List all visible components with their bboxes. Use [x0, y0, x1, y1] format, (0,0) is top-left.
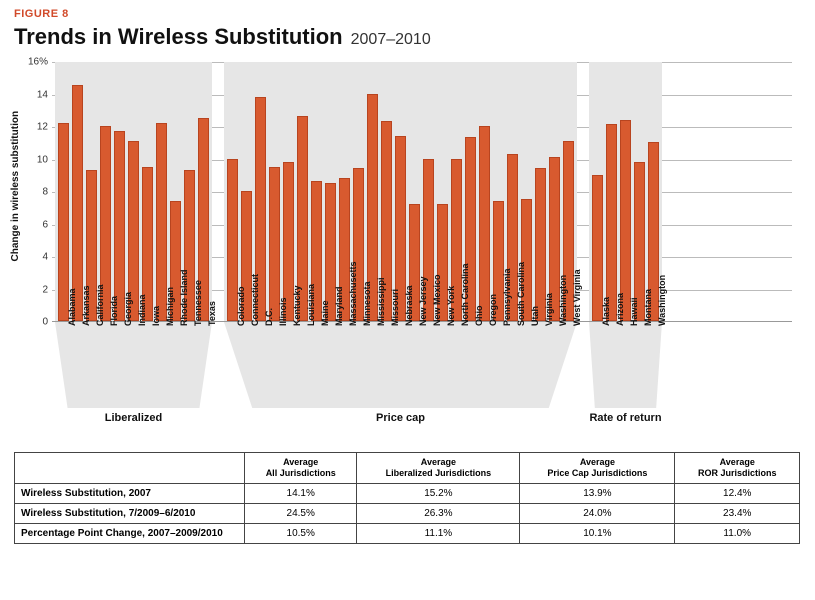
- y-tick-label: 12: [28, 122, 48, 133]
- x-tick-label: Iowa: [151, 306, 161, 326]
- table-cell: 11.1%: [357, 523, 520, 543]
- x-tick-label: Georgia: [123, 292, 133, 326]
- x-tick-label: Colorado: [236, 287, 246, 327]
- group-label: Price cap: [224, 412, 577, 424]
- x-tick-label: Pennsylvania: [502, 268, 512, 326]
- y-tick-label: 0: [28, 317, 48, 328]
- x-tick-label: Arizona: [615, 293, 625, 326]
- x-tick-label: Arkansas: [81, 285, 91, 326]
- x-tick-label: New Mexico: [432, 274, 442, 326]
- x-tick-label: Nebraska: [404, 285, 414, 326]
- x-tick-label: Rhode Island: [179, 269, 189, 326]
- table-header: AverageAll Jurisdictions: [245, 453, 357, 484]
- x-tick-label: New Jersey: [418, 276, 428, 326]
- title-row: Trends in Wireless Substitution 2007–201…: [14, 24, 801, 50]
- table-cell: 11.0%: [675, 523, 800, 543]
- y-tick-label: 8: [28, 187, 48, 198]
- x-tick-label: Mississippi: [376, 277, 386, 326]
- table-row-label: Wireless Substitution, 7/2009–6/2010: [15, 503, 245, 523]
- x-tick-label: Florida: [109, 296, 119, 326]
- x-tick-label: Indiana: [137, 294, 147, 326]
- table-header: AveragePrice Cap Jurisdictions: [520, 453, 675, 484]
- x-tick-label: Minnesota: [362, 281, 372, 326]
- chart-subtitle: 2007–2010: [351, 31, 431, 49]
- table-header: AverageLiberalized Jurisdictions: [357, 453, 520, 484]
- x-tick-label: Maine: [320, 300, 330, 326]
- x-tick-label: Utah: [530, 306, 540, 326]
- y-tick-label: 16%: [28, 57, 48, 68]
- group-label-background: [589, 322, 662, 408]
- y-tick-label: 4: [28, 252, 48, 263]
- table-cell: 13.9%: [520, 483, 675, 503]
- group-label: Rate of return: [589, 412, 662, 424]
- table-cell: 14.1%: [245, 483, 357, 503]
- x-tick-label: Maryland: [334, 286, 344, 326]
- chart-area: Change in wireless substitution 02468101…: [14, 58, 800, 438]
- x-tick-label: Alabama: [67, 288, 77, 326]
- x-tick-label: Illinois: [278, 297, 288, 326]
- x-tick-label: Virginia: [544, 293, 554, 326]
- table-cell: 23.4%: [675, 503, 800, 523]
- x-tick-label: California: [95, 284, 105, 326]
- table-row: Percentage Point Change, 2007–2009/20101…: [15, 523, 800, 543]
- x-tick-label: Texas: [207, 301, 217, 326]
- x-tick-label: Louisiana: [306, 284, 316, 326]
- x-tick-label: Montana: [643, 289, 653, 326]
- y-axis-label: Change in wireless substitution: [10, 111, 21, 262]
- y-tick-label: 2: [28, 284, 48, 295]
- x-tick-label: Ohio: [474, 306, 484, 327]
- x-tick-label: Washington: [657, 275, 667, 326]
- table-row-label: Percentage Point Change, 2007–2009/2010: [15, 523, 245, 543]
- chart-title: Trends in Wireless Substitution: [14, 24, 343, 50]
- table-row: Wireless Substitution, 7/2009–6/201024.5…: [15, 503, 800, 523]
- x-tick-label: Alaska: [601, 297, 611, 326]
- group-label-background: [224, 322, 577, 408]
- table-cell: 12.4%: [675, 483, 800, 503]
- table-cell: 24.5%: [245, 503, 357, 523]
- x-tick-label: Michigan: [165, 287, 175, 326]
- x-tick-label: New York: [446, 286, 456, 326]
- x-tick-label: South Carolina: [516, 262, 526, 326]
- x-tick-label: North Carolina: [460, 263, 470, 326]
- table-row: Wireless Substitution, 200714.1%15.2%13.…: [15, 483, 800, 503]
- x-tick-label: Kentucky: [292, 285, 302, 326]
- y-tick-label: 6: [28, 219, 48, 230]
- table-cell: 10.5%: [245, 523, 357, 543]
- table-row-label: Wireless Substitution, 2007: [15, 483, 245, 503]
- x-tick-label: West Virginia: [572, 269, 582, 326]
- summary-table: AverageAll JurisdictionsAverageLiberaliz…: [14, 452, 800, 544]
- table-cell: 24.0%: [520, 503, 675, 523]
- bar: [606, 124, 617, 321]
- group-label-background: [55, 322, 212, 408]
- table-cell: 26.3%: [357, 503, 520, 523]
- table-header: AverageROR Jurisdictions: [675, 453, 800, 484]
- table-header-blank: [15, 453, 245, 484]
- table-cell: 10.1%: [520, 523, 675, 543]
- y-tick-label: 10: [28, 154, 48, 165]
- bar: [479, 126, 490, 321]
- x-tick-label: Tennessee: [193, 280, 203, 326]
- x-tick-label: Washington: [558, 275, 568, 326]
- x-tick-label: Missouri: [390, 289, 400, 326]
- x-tick-label: Connecticut: [250, 274, 260, 326]
- bar: [620, 120, 631, 322]
- y-tick-label: 14: [28, 89, 48, 100]
- x-tick-label: Hawaii: [629, 297, 639, 326]
- table-cell: 15.2%: [357, 483, 520, 503]
- x-tick-label: D.C.: [264, 308, 274, 326]
- group-label: Liberalized: [55, 412, 212, 424]
- x-tick-label: Oregon: [488, 294, 498, 326]
- x-tick-label: Massachusetts: [348, 261, 358, 326]
- figure-label: FIGURE 8: [14, 8, 801, 20]
